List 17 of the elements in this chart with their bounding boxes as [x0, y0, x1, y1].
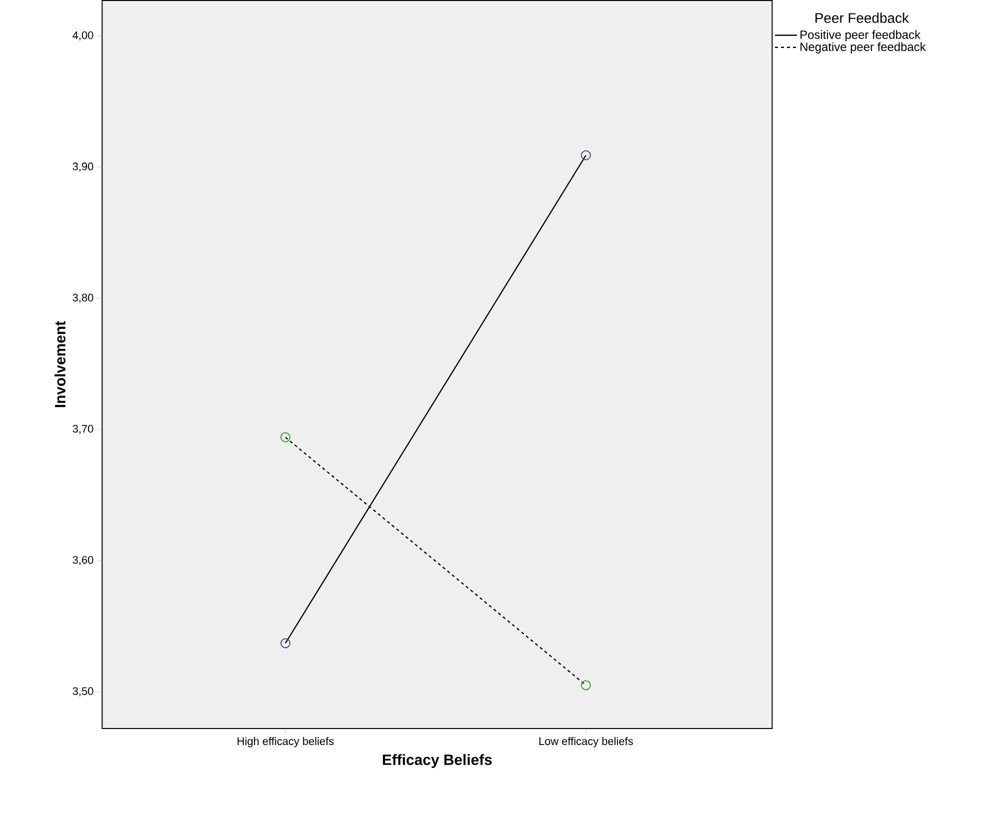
- y-axis-title: Involvement: [54, 321, 66, 408]
- x-tick-label: High efficacy beliefs: [238, 737, 334, 748]
- legend-label: Positive peer feedback: [800, 30, 921, 42]
- y-tick-label: 4,00: [72, 32, 94, 41]
- x-tick-label: Low efficacy beliefs: [539, 737, 633, 748]
- y-tick-label: 3,60: [72, 556, 94, 566]
- x-axis-title: Efficacy Beliefs: [382, 754, 492, 768]
- legend-title: Peer Feedback: [816, 12, 909, 24]
- point: [580, 680, 591, 690]
- legend-label: Negative peer feedback: [800, 42, 926, 54]
- point: [280, 432, 290, 442]
- point: [280, 638, 290, 648]
- y-tick-label: 3,80: [72, 294, 94, 303]
- y-tick-label: 3,90: [72, 162, 94, 172]
- y-tick-label: 3,70: [72, 425, 94, 434]
- point: [580, 150, 591, 160]
- y-tick-label: 3,50: [72, 687, 94, 696]
